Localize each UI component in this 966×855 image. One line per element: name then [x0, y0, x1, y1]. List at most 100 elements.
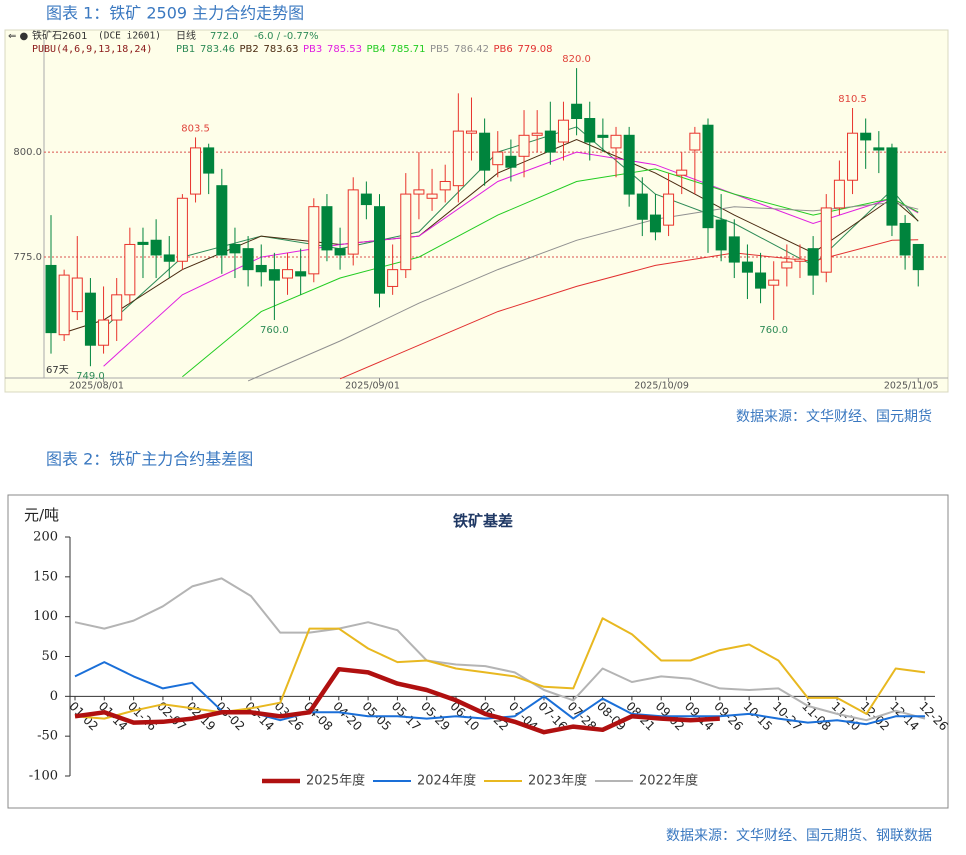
- candle-body: [98, 319, 110, 346]
- indicator: PUBU(4,6,9,13,18,24): [32, 44, 152, 55]
- candle-body: [84, 292, 96, 346]
- candle-body: [45, 264, 57, 334]
- legend-value: 785.53: [327, 44, 362, 55]
- legend-name: PB4: [367, 44, 386, 55]
- price-change: -6.0 / -0.77%: [254, 31, 319, 42]
- y-axis-label: 元/吨: [24, 506, 59, 524]
- candle-body: [439, 180, 451, 191]
- candle-body: [400, 193, 412, 271]
- candle-body: [452, 130, 464, 187]
- chart-panel: [4, 29, 949, 393]
- legend-value: 785.71: [391, 44, 426, 55]
- candle-body: [860, 132, 872, 141]
- candle-body: [741, 261, 753, 273]
- candle-body: [229, 243, 241, 254]
- candle-body: [663, 193, 675, 226]
- legend-value: 786.42: [454, 44, 489, 55]
- candle-body: [71, 277, 83, 313]
- candle-body: [715, 219, 727, 251]
- candle-body: [255, 264, 267, 273]
- legend-name: PB2: [240, 44, 259, 55]
- candle-body: [833, 179, 845, 209]
- y-tick-label: 0: [50, 689, 58, 704]
- legend-value: 779.08: [518, 44, 553, 55]
- candle-body: [531, 132, 543, 136]
- candle-body: [479, 132, 491, 171]
- candle-body: [584, 118, 596, 143]
- candle-body: [571, 103, 583, 120]
- legend-value: 783.46: [200, 44, 235, 55]
- candle-body: [111, 294, 123, 321]
- candle-body: [847, 132, 859, 181]
- candle-body: [150, 239, 162, 256]
- x-tick-label: 2025/08/01: [69, 381, 124, 392]
- candle-body: [623, 134, 635, 195]
- candle-body: [636, 193, 648, 220]
- y-tick-label: -50: [37, 729, 58, 744]
- legend-value: 783.63: [264, 44, 299, 55]
- candle-body: [374, 206, 385, 294]
- legend-name: PB1: [176, 44, 195, 55]
- candle-body: [912, 243, 924, 271]
- chart-title: 铁矿基差: [453, 512, 513, 530]
- legend-label: 2024年度: [417, 773, 476, 789]
- figure-caption: 图表 1：铁矿 2509 主力合约走势图: [46, 4, 304, 23]
- candle-body: [755, 272, 767, 289]
- price-annotation: 803.5: [181, 123, 210, 134]
- candle-body: [899, 222, 911, 256]
- candle-body: [321, 206, 333, 251]
- y-tick-label: 150: [33, 569, 58, 584]
- candle-body: [465, 130, 477, 134]
- candle-body: [282, 269, 294, 279]
- candle-body: [334, 248, 346, 256]
- symbol-code: (DCE i2601): [98, 31, 161, 42]
- price-annotation: 760.0: [260, 325, 289, 336]
- x-tick-label: 2025/10/09: [634, 381, 689, 392]
- price-annotation: 810.5: [838, 94, 867, 105]
- legend-label: 2025年度: [306, 773, 365, 789]
- moving-average-line: [339, 239, 919, 380]
- candle-body: [163, 254, 175, 262]
- figure-caption: 图表 2：铁矿主力合约基差图: [46, 450, 253, 469]
- candle-body: [610, 134, 622, 149]
- candle-body: [544, 130, 556, 153]
- y-tick-label: 800.0: [13, 147, 42, 158]
- moving-average-line: [247, 201, 919, 382]
- series-line: [74, 666, 720, 735]
- candle-body: [886, 147, 898, 226]
- candle-body: [702, 124, 714, 229]
- candle-body: [873, 147, 885, 151]
- candle-body: [387, 269, 399, 287]
- y-tick-label: 775.0: [13, 252, 42, 263]
- period: 日线: [176, 29, 196, 42]
- y-tick-label: 100: [33, 609, 58, 624]
- candle-body: [242, 248, 254, 271]
- price-annotation: 760.0: [759, 325, 788, 336]
- candle-body: [820, 207, 832, 273]
- legend-name: PB3: [303, 44, 322, 55]
- candle-body: [597, 134, 609, 138]
- candle-body: [347, 189, 359, 255]
- series-line: [74, 577, 926, 722]
- arrow-icon: ⇐ ●: [8, 31, 29, 42]
- legend-label: 2022年度: [639, 773, 698, 789]
- candle-body: [505, 155, 517, 168]
- candle-body: [413, 189, 425, 195]
- y-tick-label: 50: [41, 649, 58, 664]
- price-annotation: 749.0: [76, 371, 105, 382]
- candle-body: [124, 243, 136, 296]
- candle-body: [137, 241, 149, 245]
- candle-body: [360, 193, 372, 206]
- candle-body: [781, 261, 793, 269]
- candle-body: [676, 169, 688, 176]
- candle-body: [190, 147, 202, 195]
- candle-body: [768, 279, 780, 286]
- days-label: 67天: [46, 365, 69, 376]
- candle-body: [649, 214, 661, 233]
- candle-body: [426, 193, 438, 199]
- x-tick-label: 2025/11/05: [884, 381, 939, 392]
- legend-name: PB6: [494, 44, 513, 55]
- candle-body: [557, 119, 569, 143]
- legend-label: 2023年度: [528, 773, 587, 789]
